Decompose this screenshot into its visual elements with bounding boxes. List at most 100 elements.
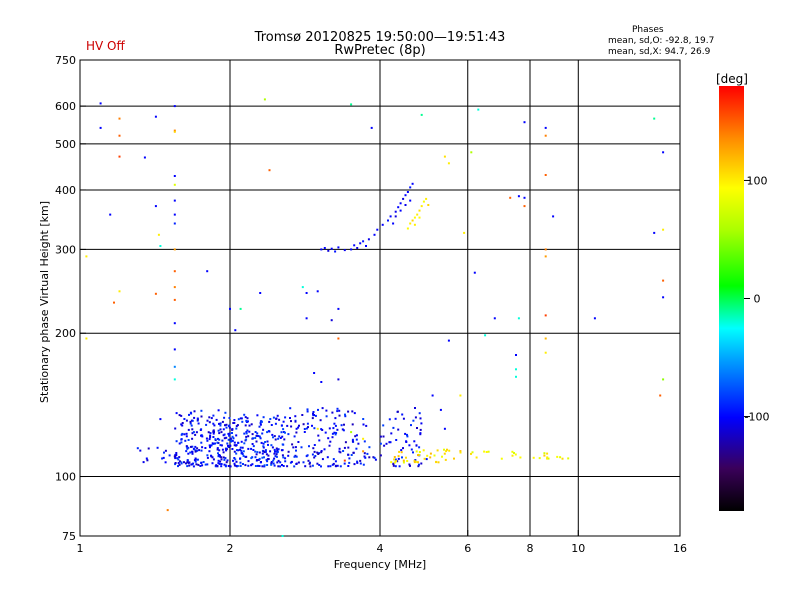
data-point xyxy=(195,431,198,434)
data-point xyxy=(239,457,242,460)
data-point xyxy=(231,432,233,434)
data-point xyxy=(226,459,229,462)
colorbar-tick-label: -100 xyxy=(745,411,770,424)
data-point xyxy=(274,438,277,441)
data-point xyxy=(342,450,345,452)
data-point xyxy=(190,424,193,427)
data-point xyxy=(278,435,281,438)
data-point xyxy=(220,463,223,465)
x-tick-label: 8 xyxy=(527,542,534,555)
data-point xyxy=(316,290,319,293)
data-point xyxy=(233,419,236,421)
data-point xyxy=(209,446,211,449)
data-point xyxy=(279,437,282,439)
data-point xyxy=(191,428,194,431)
stats-title: Phases xyxy=(632,25,664,35)
data-point xyxy=(241,446,244,449)
data-point xyxy=(189,420,192,423)
data-point xyxy=(544,134,547,137)
data-point xyxy=(514,453,517,456)
data-point xyxy=(544,351,547,354)
data-point xyxy=(109,213,112,216)
data-point xyxy=(662,228,665,231)
data-point xyxy=(338,414,341,417)
data-point xyxy=(473,271,476,274)
data-point xyxy=(411,182,414,185)
data-point xyxy=(332,427,335,430)
data-point xyxy=(517,195,520,198)
data-point xyxy=(224,411,227,414)
data-point xyxy=(441,455,443,458)
data-point xyxy=(118,117,121,120)
data-point xyxy=(224,457,227,460)
data-point xyxy=(402,461,405,464)
data-point xyxy=(351,423,354,426)
data-point xyxy=(258,435,261,438)
data-point xyxy=(394,417,397,420)
data-point xyxy=(212,414,215,417)
data-point xyxy=(227,432,230,435)
data-point xyxy=(220,465,223,468)
data-point xyxy=(544,314,547,317)
data-point xyxy=(217,462,220,465)
data-point xyxy=(337,307,340,310)
data-point xyxy=(343,446,346,449)
data-point xyxy=(543,452,546,455)
data-point xyxy=(236,449,238,452)
data-point xyxy=(195,463,198,466)
data-point xyxy=(173,213,176,216)
data-point xyxy=(306,410,309,413)
data-point xyxy=(222,451,225,454)
data-point xyxy=(272,462,275,465)
data-point xyxy=(256,459,258,461)
data-point xyxy=(401,413,404,416)
data-point xyxy=(423,457,426,460)
data-point xyxy=(247,435,250,438)
data-point xyxy=(477,108,480,111)
data-point xyxy=(200,441,203,444)
data-point xyxy=(186,461,189,464)
data-point xyxy=(339,451,342,454)
data-point xyxy=(257,435,260,437)
data-point xyxy=(245,432,248,435)
data-point xyxy=(180,441,183,444)
y-tick-label: 600 xyxy=(55,100,76,113)
data-point xyxy=(193,459,196,462)
data-point xyxy=(470,452,472,455)
data-point xyxy=(303,428,306,430)
data-point xyxy=(218,422,220,425)
data-point xyxy=(177,465,179,468)
data-point xyxy=(418,412,421,415)
data-point xyxy=(388,441,391,444)
data-point xyxy=(225,423,228,426)
data-point xyxy=(263,98,266,101)
data-point xyxy=(359,459,362,462)
data-point xyxy=(242,450,245,453)
data-point xyxy=(316,427,319,430)
data-points xyxy=(85,98,665,537)
data-point xyxy=(229,465,231,468)
data-point xyxy=(294,420,297,423)
data-point xyxy=(264,449,267,452)
data-point xyxy=(187,446,190,449)
data-point xyxy=(281,449,284,452)
data-point xyxy=(282,428,285,431)
data-point xyxy=(416,461,419,464)
data-point xyxy=(161,457,164,460)
y-tick-label: 75 xyxy=(62,530,76,543)
data-point xyxy=(245,435,248,438)
data-point xyxy=(307,426,309,429)
data-point xyxy=(154,115,157,118)
data-point xyxy=(282,465,285,467)
data-point xyxy=(417,465,420,468)
data-point xyxy=(334,464,337,467)
data-point xyxy=(328,444,331,447)
data-point xyxy=(220,456,223,459)
data-point xyxy=(187,428,190,431)
data-point xyxy=(217,459,220,462)
data-point xyxy=(343,249,346,252)
y-tick-label: 200 xyxy=(55,327,76,340)
data-point xyxy=(308,445,310,448)
x-axis-label: Frequency [MHz] xyxy=(334,558,426,571)
y-tick-label: 750 xyxy=(55,54,76,67)
